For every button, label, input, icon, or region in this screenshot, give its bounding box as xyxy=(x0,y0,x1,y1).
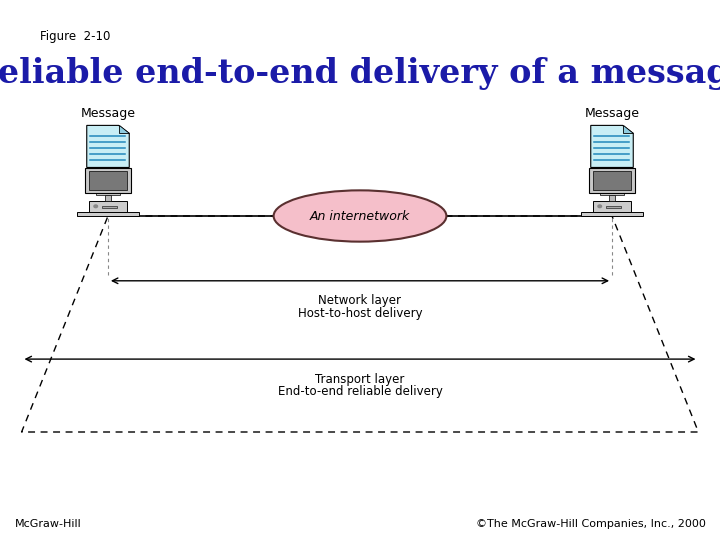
Bar xyxy=(105,195,111,201)
Text: Host-to-host delivery: Host-to-host delivery xyxy=(297,307,423,320)
Text: End-to-end reliable delivery: End-to-end reliable delivery xyxy=(278,385,442,398)
Bar xyxy=(600,193,624,195)
Bar xyxy=(102,206,117,208)
Bar xyxy=(593,201,631,212)
Text: McGraw-Hill: McGraw-Hill xyxy=(14,519,81,529)
Text: Transport layer: Transport layer xyxy=(315,373,405,386)
Text: Network layer: Network layer xyxy=(318,294,402,307)
Polygon shape xyxy=(119,125,130,133)
Ellipse shape xyxy=(274,191,446,241)
Text: Reliable end-to-end delivery of a message: Reliable end-to-end delivery of a messag… xyxy=(0,57,720,90)
Bar xyxy=(581,212,643,216)
Polygon shape xyxy=(590,125,634,167)
Bar xyxy=(593,171,631,190)
Text: Message: Message xyxy=(585,107,639,120)
Bar xyxy=(588,168,636,193)
Bar xyxy=(89,201,127,212)
Text: Message: Message xyxy=(81,107,135,120)
Bar xyxy=(89,171,127,190)
Circle shape xyxy=(598,205,601,207)
Bar xyxy=(609,195,615,201)
Circle shape xyxy=(94,205,97,207)
Text: An internetwork: An internetwork xyxy=(310,210,410,222)
Polygon shape xyxy=(86,125,130,167)
Bar xyxy=(606,206,621,208)
Polygon shape xyxy=(623,125,634,133)
Bar xyxy=(77,212,139,216)
Text: Figure  2-10: Figure 2-10 xyxy=(40,30,110,43)
Text: ©The McGraw-Hill Companies, Inc., 2000: ©The McGraw-Hill Companies, Inc., 2000 xyxy=(476,519,706,529)
Bar xyxy=(84,168,132,193)
Bar xyxy=(96,193,120,195)
